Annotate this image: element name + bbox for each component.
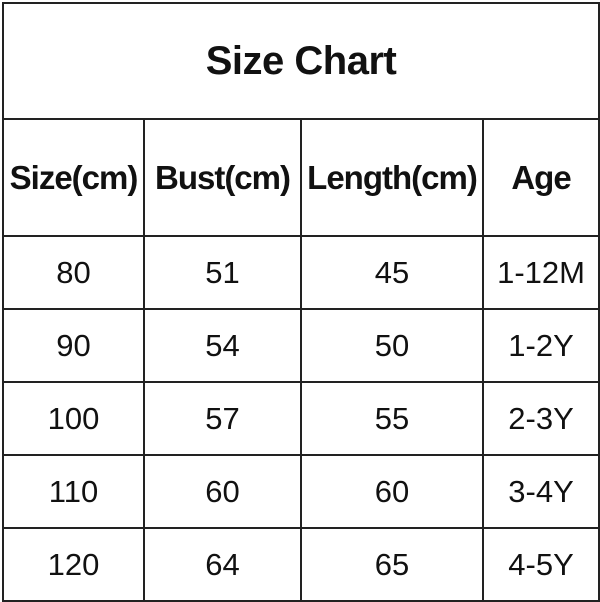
- table-row: 90 54 50 1-2Y: [2, 308, 600, 383]
- cell-bust: 60: [143, 454, 302, 529]
- cell-bust: 64: [143, 527, 302, 602]
- cell-age: 1-12M: [481, 235, 600, 310]
- table-title: Size Chart: [1, 2, 600, 120]
- cell-age: 4-5Y: [481, 527, 600, 602]
- cell-length: 65: [300, 527, 484, 602]
- cell-age: 3-4Y: [481, 454, 600, 529]
- cell-size: 100: [2, 381, 145, 456]
- cell-bust: 54: [143, 308, 302, 383]
- cell-bust: 51: [143, 235, 302, 310]
- table-row: 100 57 55 2-3Y: [2, 381, 600, 456]
- header-size: Size(cm): [2, 118, 145, 237]
- cell-age: 1-2Y: [481, 308, 600, 383]
- header-length: Length(cm): [300, 118, 484, 237]
- cell-length: 45: [300, 235, 484, 310]
- table-row: 80 51 45 1-12M: [2, 235, 600, 310]
- cell-size: 120: [2, 527, 145, 602]
- table-row: 110 60 60 3-4Y: [2, 454, 600, 529]
- table-row: 120 64 65 4-5Y: [2, 527, 600, 602]
- cell-bust: 57: [143, 381, 302, 456]
- cell-length: 60: [300, 454, 484, 529]
- cell-size: 90: [2, 308, 145, 383]
- cell-size: 80: [2, 235, 145, 310]
- cell-length: 55: [300, 381, 484, 456]
- header-row: Size(cm) Bust(cm) Length(cm) Age: [2, 118, 600, 237]
- cell-length: 50: [300, 308, 484, 383]
- header-bust: Bust(cm): [143, 118, 302, 237]
- cell-size: 110: [2, 454, 145, 529]
- cell-age: 2-3Y: [481, 381, 600, 456]
- header-age: Age: [481, 118, 600, 237]
